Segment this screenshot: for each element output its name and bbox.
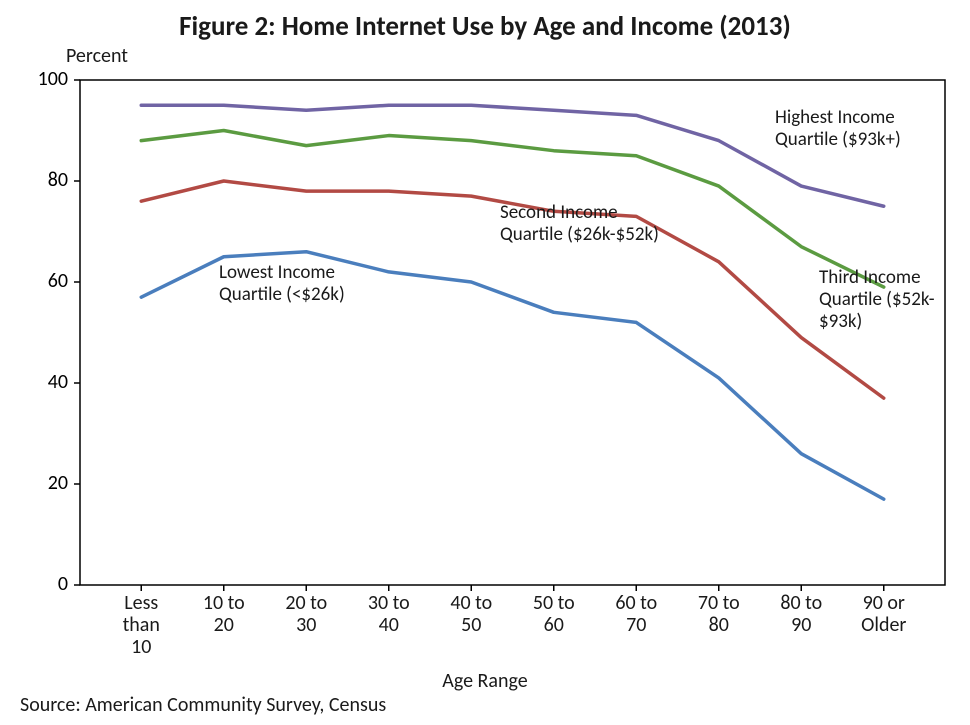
x-tick-label: than <box>123 613 160 637</box>
x-tick-label: 40 to <box>450 591 492 615</box>
x-tick-label: 60 <box>544 613 564 637</box>
line-chart: 020406080100Lessthan1010 to2020 to3030 t… <box>0 0 970 725</box>
x-tick-label: 50 <box>461 613 481 637</box>
x-tick-label: 10 <box>131 635 151 659</box>
y-tick-label: 20 <box>48 471 68 495</box>
series-label: Highest Income <box>775 106 895 129</box>
x-tick-label: 90 <box>791 613 811 637</box>
x-tick-label: Older <box>861 613 906 637</box>
series-label: Second Income <box>500 201 618 224</box>
x-tick-label: 10 to <box>203 591 245 615</box>
series-label: Quartile ($26k-$52k) <box>500 223 659 246</box>
series-label: Quartile (<$26k) <box>219 283 345 306</box>
y-tick-label: 0 <box>58 572 68 596</box>
x-tick-label: 70 to <box>698 591 740 615</box>
x-tick-label: 30 <box>296 613 316 637</box>
x-tick-label: 70 <box>626 613 646 637</box>
series-label: Lowest Income <box>219 261 335 284</box>
series-label: $93k) <box>819 310 862 333</box>
x-tick-label: 60 to <box>615 591 657 615</box>
x-tick-label: 80 <box>709 613 729 637</box>
y-tick-label: 40 <box>48 370 68 394</box>
series-line <box>141 105 884 206</box>
x-tick-label: 40 <box>379 613 399 637</box>
x-tick-label: 50 to <box>533 591 575 615</box>
x-tick-label: 90 or <box>863 591 905 615</box>
x-tick-label: 80 to <box>780 591 822 615</box>
series-label: Third Income <box>819 266 921 289</box>
x-tick-label: 20 to <box>285 591 327 615</box>
y-tick-label: 60 <box>48 269 68 293</box>
series-label: Quartile ($93k+) <box>775 128 901 151</box>
x-tick-label: 20 <box>214 613 234 637</box>
series-label: Quartile ($52k- <box>819 288 935 311</box>
x-tick-label: Less <box>124 591 158 615</box>
y-tick-label: 100 <box>38 67 68 91</box>
x-tick-label: 30 to <box>368 591 410 615</box>
y-tick-label: 80 <box>48 168 68 192</box>
